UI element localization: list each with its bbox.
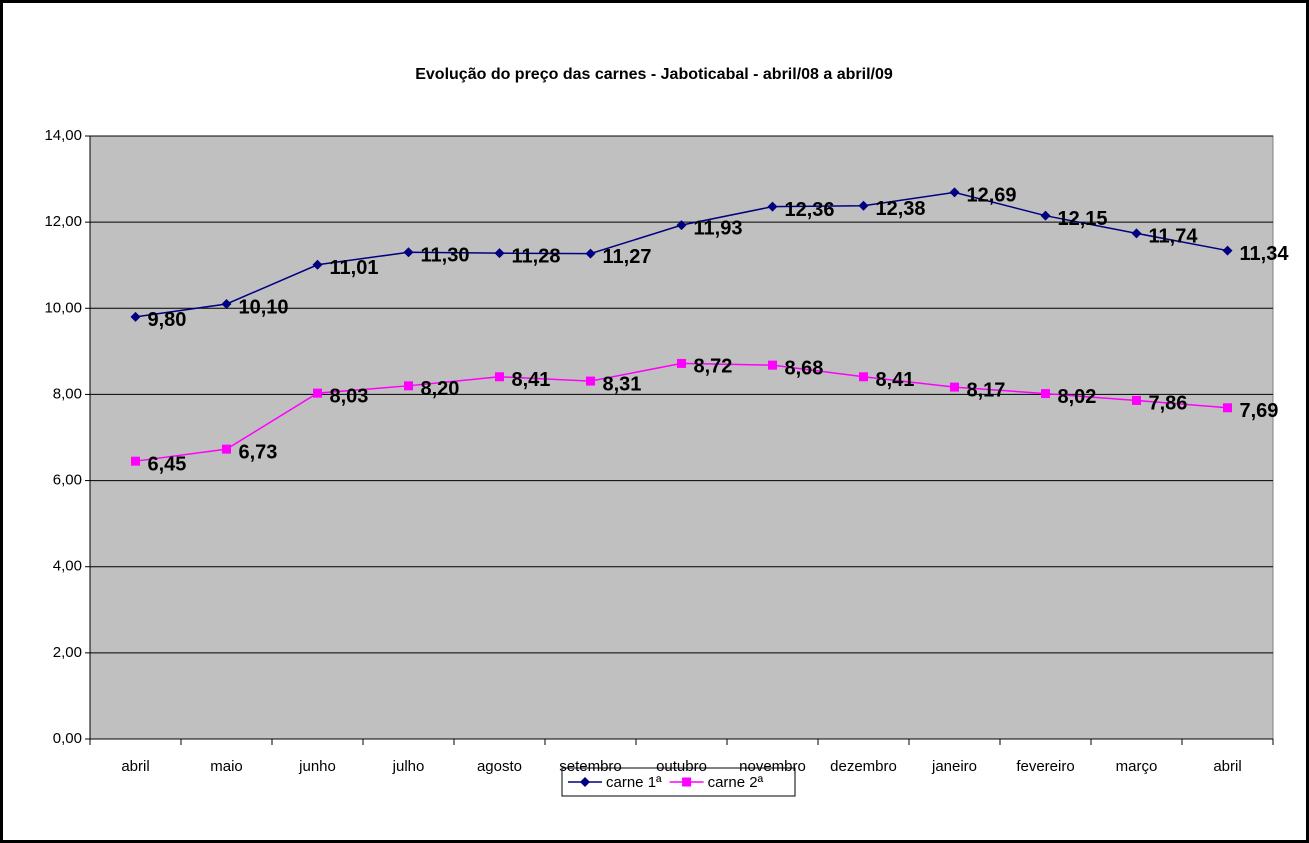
y-tick-label: 6,00 bbox=[53, 472, 82, 489]
data-label: 8,72 bbox=[694, 356, 733, 378]
marker bbox=[222, 444, 231, 454]
y-tick-label: 4,00 bbox=[53, 558, 82, 575]
marker bbox=[1131, 228, 1142, 239]
y-tick-label: 10,00 bbox=[44, 299, 82, 316]
x-tick-label: novembro bbox=[739, 758, 806, 775]
data-label: 8,03 bbox=[330, 385, 369, 407]
marker bbox=[404, 381, 413, 391]
marker bbox=[313, 388, 322, 398]
x-tick-label: janeiro bbox=[931, 758, 977, 775]
data-label: 11,93 bbox=[694, 217, 743, 239]
marker bbox=[585, 248, 596, 259]
data-label: 8,41 bbox=[876, 369, 915, 391]
marker bbox=[221, 298, 232, 309]
x-tick-label: agosto bbox=[477, 758, 522, 775]
data-label: 12,15 bbox=[1058, 208, 1108, 230]
marker bbox=[586, 376, 595, 386]
data-label: 10,10 bbox=[239, 296, 289, 318]
data-label: 11,30 bbox=[421, 245, 470, 267]
marker bbox=[131, 456, 140, 466]
x-tick-label: julho bbox=[392, 758, 425, 775]
x-tick-label: abril bbox=[121, 758, 149, 775]
y-tick-label: 14,00 bbox=[44, 127, 82, 144]
marker bbox=[676, 220, 687, 231]
data-label: 12,36 bbox=[785, 199, 835, 221]
chart-title: Evolução do preço das carnes - Jaboticab… bbox=[415, 66, 893, 83]
marker bbox=[1223, 403, 1232, 413]
marker bbox=[1040, 210, 1051, 221]
data-label: 11,74 bbox=[1149, 226, 1199, 248]
data-label: 8,68 bbox=[785, 357, 824, 379]
data-label: 7,69 bbox=[1240, 400, 1279, 422]
marker bbox=[768, 360, 777, 370]
x-tick-label: junho bbox=[298, 758, 336, 775]
x-tick-label: abril bbox=[1213, 758, 1241, 775]
marker bbox=[494, 248, 505, 259]
marker bbox=[495, 372, 504, 382]
data-label: 8,41 bbox=[512, 369, 551, 391]
plot-area bbox=[89, 135, 1274, 740]
data-label: 11,01 bbox=[330, 257, 379, 279]
y-tick-label: 2,00 bbox=[53, 644, 82, 661]
data-label: 11,28 bbox=[512, 245, 561, 267]
data-label: 7,86 bbox=[1149, 393, 1188, 415]
data-label: 9,80 bbox=[148, 309, 187, 331]
y-tick-label: 12,00 bbox=[44, 213, 82, 230]
marker bbox=[950, 382, 959, 392]
data-label: 12,38 bbox=[876, 198, 926, 220]
marker bbox=[677, 358, 686, 368]
marker bbox=[1132, 395, 1141, 405]
marker bbox=[767, 201, 778, 212]
marker bbox=[859, 372, 868, 382]
marker bbox=[130, 311, 141, 322]
marker bbox=[403, 247, 414, 258]
data-label: 8,20 bbox=[421, 378, 460, 400]
data-label: 6,45 bbox=[148, 453, 187, 475]
data-label: 6,73 bbox=[239, 441, 278, 463]
marker bbox=[949, 187, 960, 198]
x-tick-label: dezembro bbox=[830, 758, 897, 775]
marker bbox=[312, 259, 323, 270]
data-label: 8,17 bbox=[967, 379, 1006, 401]
data-label: 12,69 bbox=[967, 185, 1017, 207]
marker bbox=[1041, 389, 1050, 399]
data-label: 11,34 bbox=[1240, 243, 1290, 265]
data-label: 8,31 bbox=[603, 373, 642, 395]
x-tick-label: fevereiro bbox=[1016, 758, 1074, 775]
marker bbox=[1222, 245, 1233, 256]
marker bbox=[682, 777, 692, 787]
x-tick-label: março bbox=[1116, 758, 1158, 775]
legend-label: carne 1ª bbox=[606, 774, 662, 791]
data-label: 11,27 bbox=[603, 246, 652, 268]
legend-label: carne 2ª bbox=[708, 774, 764, 791]
x-tick-label: outubro bbox=[656, 758, 707, 775]
data-label: 8,02 bbox=[1058, 386, 1097, 408]
x-tick-label: setembro bbox=[559, 758, 622, 775]
y-tick-label: 0,00 bbox=[53, 730, 82, 747]
marker bbox=[580, 777, 590, 787]
marker bbox=[858, 200, 869, 211]
y-tick-label: 8,00 bbox=[53, 385, 82, 402]
x-tick-label: maio bbox=[210, 758, 243, 775]
